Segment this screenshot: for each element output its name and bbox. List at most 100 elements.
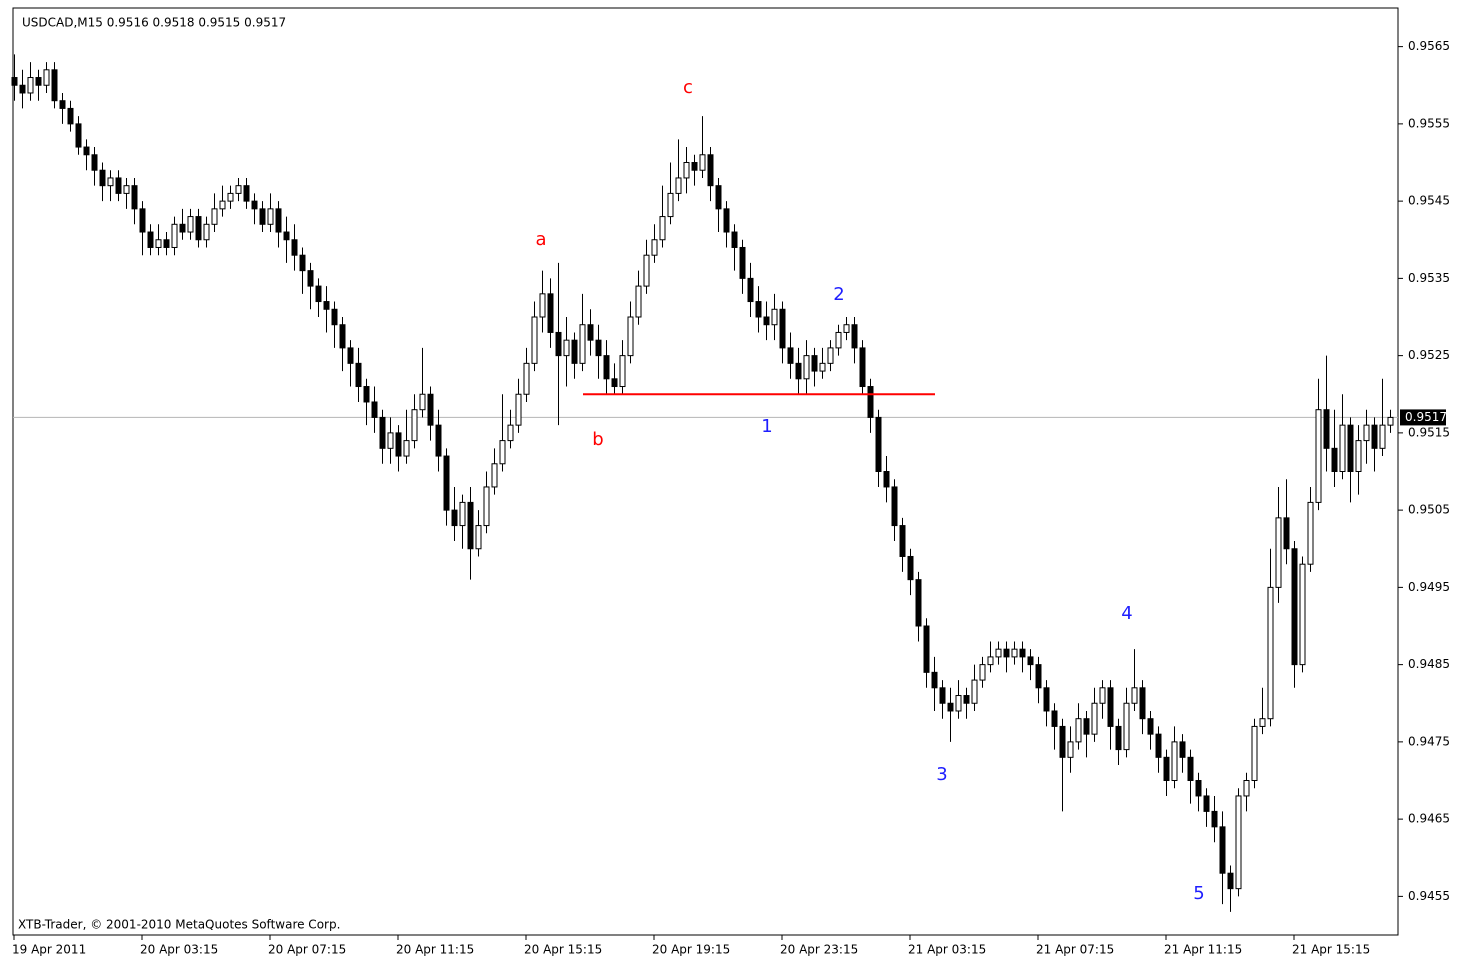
candle-body xyxy=(1267,586,1274,720)
candle-body xyxy=(1371,424,1378,449)
candle-body xyxy=(803,355,810,380)
candle-body xyxy=(155,239,162,248)
candle-body xyxy=(659,216,666,241)
candle-body xyxy=(635,285,642,318)
candle-body xyxy=(179,223,186,233)
candle-body xyxy=(875,416,882,472)
candle-body xyxy=(507,424,514,442)
candle-body xyxy=(243,185,250,202)
candle-body xyxy=(1315,409,1322,503)
candle-body xyxy=(1163,756,1170,782)
candle-body xyxy=(115,177,122,194)
y-tick-label: 0.9525 xyxy=(1408,348,1450,362)
candle-body xyxy=(1203,795,1210,812)
candle-body xyxy=(755,301,762,318)
x-tick-label: 20 Apr 15:15 xyxy=(524,943,602,957)
candle-body xyxy=(483,486,490,527)
candle-body xyxy=(1235,795,1242,890)
candle-body xyxy=(499,440,506,465)
candle-body xyxy=(723,208,730,233)
wave-label: 5 xyxy=(1193,883,1204,904)
wave-label: c xyxy=(683,77,693,98)
x-tick-label: 21 Apr 07:15 xyxy=(1036,943,1114,957)
candle-body xyxy=(443,455,450,511)
candle-body xyxy=(1107,687,1114,727)
candle-body xyxy=(675,177,682,194)
candle-body xyxy=(1131,687,1138,704)
candle-body xyxy=(523,362,530,395)
candle-body xyxy=(1323,409,1330,449)
candle-body xyxy=(1003,648,1010,658)
candle-body xyxy=(163,239,170,248)
candle-body xyxy=(995,648,1002,658)
wave-label: b xyxy=(592,429,603,450)
candle-body xyxy=(187,216,194,233)
candle-body xyxy=(699,154,706,171)
candle-body xyxy=(827,347,834,364)
candle-body xyxy=(323,301,330,310)
candle-body xyxy=(307,270,314,287)
candle-body xyxy=(1259,718,1266,727)
wave-label: 4 xyxy=(1121,603,1132,624)
x-tick-label: 20 Apr 03:15 xyxy=(140,943,218,957)
x-tick-label: 19 Apr 2011 xyxy=(12,943,86,957)
candle-body xyxy=(211,208,218,225)
candle-body xyxy=(651,239,658,256)
candle-body xyxy=(131,185,138,210)
candle-body xyxy=(787,347,794,364)
y-tick-label: 0.9475 xyxy=(1408,734,1450,748)
y-tick-label: 0.9515 xyxy=(1408,425,1450,439)
candle-body xyxy=(1147,718,1154,735)
candle-body xyxy=(739,246,746,279)
candle-body xyxy=(299,254,306,272)
candle-body xyxy=(403,440,410,457)
candle-body xyxy=(11,77,18,86)
candle-body xyxy=(619,355,626,388)
candle-body xyxy=(147,231,154,248)
candle-body xyxy=(1251,725,1258,781)
candle-body xyxy=(1219,826,1226,874)
candle-body xyxy=(1379,424,1386,449)
candle-body xyxy=(379,416,386,449)
candle-body xyxy=(835,331,842,349)
candle-body xyxy=(219,200,226,210)
x-tick-label: 21 Apr 11:15 xyxy=(1164,943,1242,957)
candle-body xyxy=(123,185,130,194)
candle-body xyxy=(83,146,90,156)
candle-body xyxy=(947,702,954,712)
candle-body xyxy=(1171,741,1178,781)
candle-body xyxy=(435,424,442,457)
y-tick-label: 0.9495 xyxy=(1408,580,1450,594)
candle-body xyxy=(1363,424,1370,442)
candle-body xyxy=(107,177,114,187)
candle-body xyxy=(1283,517,1290,550)
candle-body xyxy=(1075,718,1082,743)
candle-body xyxy=(291,239,298,256)
candle-body xyxy=(667,192,674,218)
candle-body xyxy=(811,355,818,372)
candle-body xyxy=(963,695,970,704)
y-tick-label: 0.9565 xyxy=(1408,39,1450,53)
candle-body xyxy=(451,509,458,527)
candle-body xyxy=(1027,656,1034,666)
candle-body xyxy=(747,277,754,303)
candle-body xyxy=(491,463,498,488)
candle-body xyxy=(867,386,874,418)
candle-body xyxy=(467,501,474,550)
candle-body xyxy=(1331,447,1338,473)
candle-body xyxy=(891,486,898,527)
candle-body xyxy=(27,77,34,94)
candle-body xyxy=(1187,756,1194,782)
candle-body xyxy=(251,200,258,210)
candle-body xyxy=(795,362,802,380)
candle-body xyxy=(475,525,482,550)
candle-body xyxy=(355,362,362,388)
y-tick-label: 0.9555 xyxy=(1408,116,1450,130)
y-tick-label: 0.9465 xyxy=(1408,812,1450,826)
x-tick-label: 20 Apr 07:15 xyxy=(268,943,346,957)
candle-body xyxy=(1179,741,1186,758)
x-tick-label: 20 Apr 11:15 xyxy=(396,943,474,957)
candle-body xyxy=(427,393,434,426)
candle-body xyxy=(1051,710,1058,727)
